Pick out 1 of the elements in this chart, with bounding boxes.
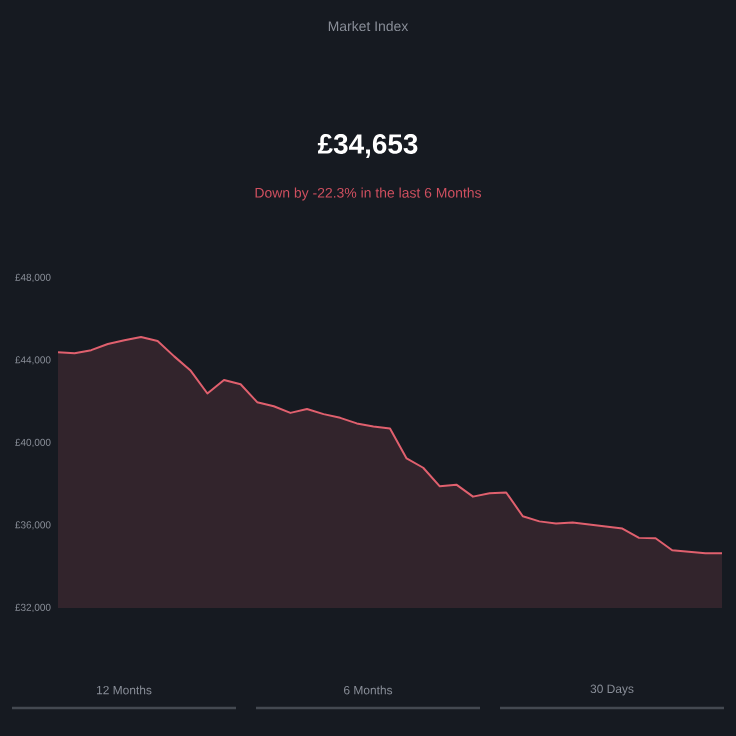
text: £34,653 [317, 134, 418, 158]
